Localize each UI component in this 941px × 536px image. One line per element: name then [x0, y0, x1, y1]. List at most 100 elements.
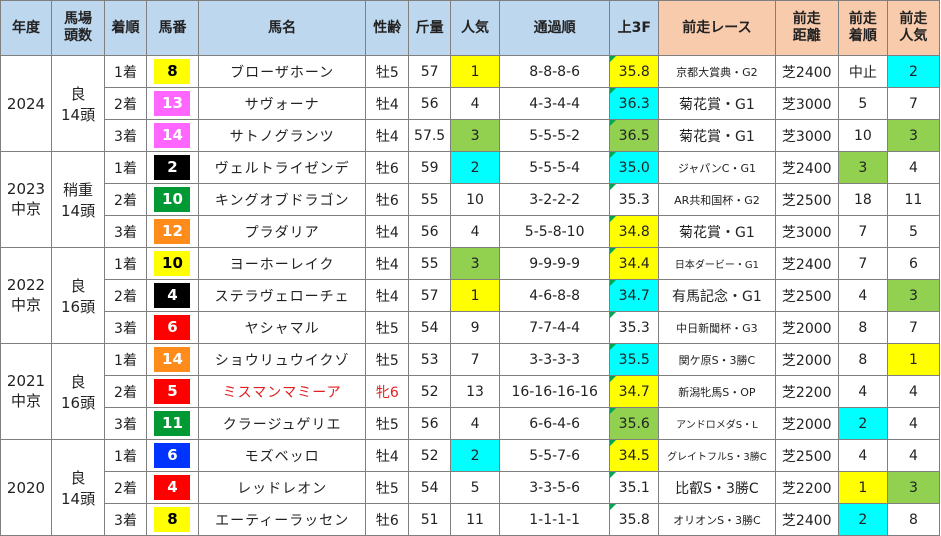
last-3f: 35.0: [609, 151, 660, 184]
prev-popularity: 3: [886, 279, 941, 312]
horse-number-badge: 8: [154, 507, 191, 532]
header-prev-rank: 前走 着順: [837, 0, 888, 56]
header-last-3f: 上3F: [609, 0, 660, 56]
header-weight: 斤量: [408, 0, 452, 56]
passing-order: 3-2-2-2: [499, 183, 611, 216]
sex-age: 牡6: [365, 503, 410, 536]
table-row: 2024 良 14頭 1着 8 ブローザホーン 牡5 57 1 8-8-8-6 35.8 京都大賞典・…: [0, 55, 941, 152]
rank-cell: 1着: [104, 343, 147, 376]
prev-race: 新潟牝馬S・OP: [658, 375, 776, 408]
weight: 56: [408, 87, 452, 120]
horse-number-badge: 2: [154, 155, 191, 180]
prev-distance: 芝2500: [774, 439, 839, 472]
prev-rank: 7: [837, 247, 888, 280]
popularity: 4: [450, 407, 501, 440]
table-row: 2022 中京良 16頭 1着 10 ヨーホーレイク 牡4 55 3 9-9-9-9 34.4 日本ダ…: [0, 247, 941, 344]
horse-number-badge: 14: [154, 347, 191, 372]
sex-age: 牡5: [365, 55, 410, 88]
horse-number-badge: 12: [154, 219, 191, 244]
rank-cell: 3着: [104, 311, 147, 344]
horse-name: クラージュゲリエ: [197, 407, 367, 440]
horse-number-badge: 8: [154, 59, 191, 84]
popularity: 1: [450, 55, 501, 88]
passing-order: 3-3-5-6: [499, 471, 611, 504]
prev-distance: 芝2400: [774, 55, 839, 88]
horse-name: ヤシャマル: [197, 311, 367, 344]
last-3f: 35.1: [609, 471, 660, 504]
horse-number-badge: 14: [154, 123, 191, 148]
horse-number-cell: 4: [145, 279, 199, 312]
sex-age: 牡6: [365, 151, 410, 184]
header-rank: 着順: [104, 0, 147, 56]
weight: 59: [408, 151, 452, 184]
year-cell: 2023 中京: [0, 151, 53, 248]
prev-race: 菊花賞・G1: [658, 87, 776, 120]
sex-age: 牡5: [365, 471, 410, 504]
rank-cell: 1着: [104, 247, 147, 280]
weight: 52: [408, 375, 452, 408]
rank-cell: 1着: [104, 439, 147, 472]
table-row: 2着 13 サヴォーナ 牡4 56 4 4-3-4-4 36.3 菊花賞・G1 芝3000 5 7: [1, 87, 941, 120]
horse-number-cell: 4: [145, 471, 199, 504]
prev-distance: 芝3000: [774, 119, 839, 152]
popularity: 1: [450, 279, 501, 312]
prev-race: 菊花賞・G1: [658, 215, 776, 248]
prev-popularity: 6: [886, 247, 941, 280]
table-row: 3着 12 プラダリア 牡4 56 4 5-5-8-10 34.8 菊花賞・G1 芝3000 7 5: [1, 215, 941, 248]
prev-popularity: 3: [886, 119, 941, 152]
horse-number-badge: 6: [154, 443, 191, 468]
track-condition: 良: [70, 372, 86, 391]
prev-distance: 芝3000: [774, 87, 839, 120]
sex-age: 牡6: [365, 183, 410, 216]
horse-name: ヨーホーレイク: [197, 247, 367, 280]
horse-number-badge: 6: [154, 315, 191, 340]
passing-order: 7-7-4-4: [499, 311, 611, 344]
prev-distance: 芝2500: [774, 279, 839, 312]
horse-number-cell: 5: [145, 375, 199, 408]
horse-number-cell: 8: [145, 55, 199, 88]
sex-age: 牡5: [365, 311, 410, 344]
prev-popularity: 7: [886, 311, 941, 344]
prev-race: 関ケ原S・3勝C: [658, 343, 776, 376]
rank-cell: 3着: [104, 503, 147, 536]
sex-age: 牡4: [365, 247, 410, 280]
horse-number-badge: 10: [154, 251, 191, 276]
prev-distance: 芝2000: [774, 311, 839, 344]
year-cell: 2024: [0, 55, 53, 152]
popularity: 9: [450, 311, 501, 344]
rank-cell: 2着: [104, 279, 147, 312]
popularity: 3: [450, 247, 501, 280]
table-row: 2着 10 キングオブドラゴン 牡6 55 10 3-2-2-2 35.3 AR共和国杯・G2 芝…: [1, 183, 941, 216]
popularity: 2: [450, 151, 501, 184]
header-horse-number: 馬番: [145, 0, 199, 56]
passing-order: 16-16-16-16: [499, 375, 611, 408]
last-3f: 35.6: [609, 407, 660, 440]
prev-race: オリオンS・3勝C: [658, 503, 776, 536]
passing-order: 5-5-5-2: [499, 119, 611, 152]
horse-name: ステラヴェローチェ: [197, 279, 367, 312]
year-cell: 2020: [0, 439, 53, 536]
sex-age: 牡4: [365, 215, 410, 248]
popularity: 7: [450, 343, 501, 376]
sex-age: 牡5: [365, 343, 410, 376]
prev-popularity: 4: [886, 151, 941, 184]
last-3f: 35.3: [609, 311, 660, 344]
prev-distance: 芝3000: [774, 215, 839, 248]
horse-number-badge: 11: [154, 411, 191, 436]
prev-popularity: 7: [886, 87, 941, 120]
table-row: 3着 8 エーティーラッセン 牡6 51 11 1-1-1-1 35.8 オリオンS・3勝C 芝2…: [1, 503, 941, 536]
horse-number-cell: 2: [145, 151, 199, 184]
passing-order: 9-9-9-9: [499, 247, 611, 280]
horse-number-cell: 11: [145, 407, 199, 440]
horse-number-cell: 8: [145, 503, 199, 536]
weight: 56: [408, 215, 452, 248]
track-condition: 良: [70, 276, 86, 295]
prev-rank: 18: [837, 183, 888, 216]
rank-cell: 2着: [104, 183, 147, 216]
passing-order: 5-5-8-10: [499, 215, 611, 248]
prev-distance: 芝2400: [774, 503, 839, 536]
rank-cell: 2着: [104, 375, 147, 408]
sex-age: 牡4: [365, 119, 410, 152]
horse-number-cell: 6: [145, 311, 199, 344]
